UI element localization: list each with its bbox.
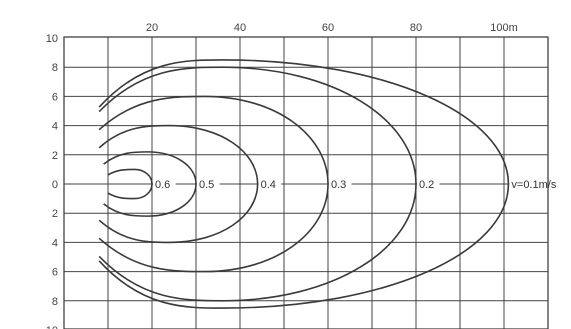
plot-frame [63,36,549,329]
contour-label-background [197,177,220,190]
contour-line [98,66,417,302]
y-tick-label: 0 [52,179,58,191]
x-tick-label: 20 [146,22,158,34]
y-tick-label: 6 [52,267,58,279]
contour-labels: 0.6 0.5 0.4 0.3 0.2 v=0.1m/s [153,177,563,191]
contour-label: 0.5 [199,179,214,191]
x-tick-label: 80 [410,22,422,34]
y-tick-label: 6 [52,91,58,103]
contour-line [107,168,153,200]
contour-label-background [258,177,282,190]
x-tick-label: 100m [490,22,518,34]
contour-label: 0.4 [261,179,276,191]
contour-label-background [417,177,440,190]
contour-line [98,124,259,244]
contour-line [103,151,197,217]
tick-labels: 20406080100m1086420246810 [46,22,518,329]
y-tick-label: 4 [52,237,58,249]
y-tick-label: 4 [52,121,58,133]
contour-line [98,59,510,309]
y-tick-label: 8 [52,296,58,308]
contour-lines [98,59,510,309]
y-tick-label: 2 [52,150,58,162]
contour-label-background [509,177,563,190]
contour-label-background [153,177,176,190]
x-tick-label: 60 [322,22,334,34]
contour-label: v=0.1m/s [511,179,556,191]
contour-label-background [329,177,352,190]
y-tick-label: 8 [52,62,58,74]
y-tick-label: 2 [52,208,58,220]
contour-label: 0.6 [155,179,170,191]
x-tick-label: 40 [234,22,246,34]
contour-line [98,95,329,273]
contour-label: 0.3 [331,179,346,191]
y-tick-label: 10 [46,325,58,329]
contour-label: 0.2 [419,179,434,191]
y-tick-label: 10 [46,33,58,45]
